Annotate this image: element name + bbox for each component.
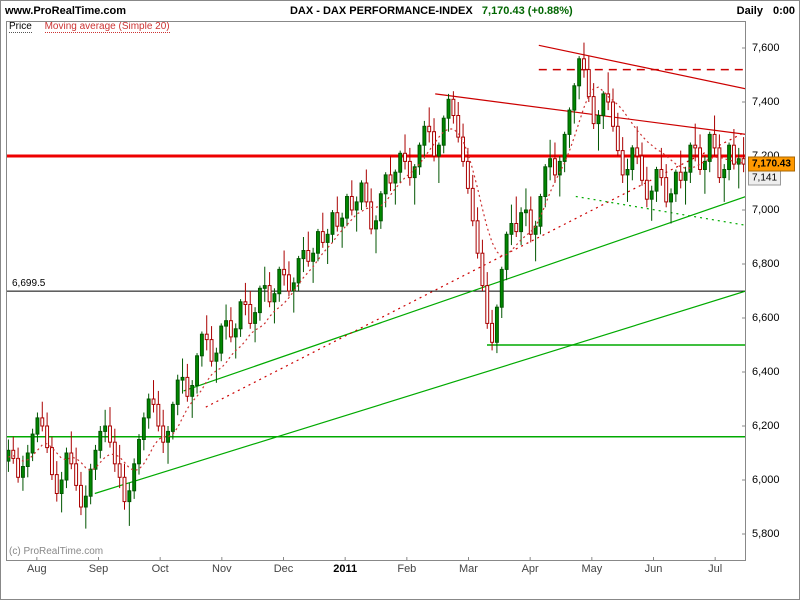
instrument-title: DAX - DAX PERFORMANCE-INDEX 7,170.43 (+0… <box>136 5 727 17</box>
x-tick-label: Dec <box>274 563 294 575</box>
x-tick-label: Apr <box>522 563 539 575</box>
chart-window: www.ProRealTime.com DAX - DAX PERFORMANC… <box>0 0 800 600</box>
y-axis: 5,8006,0006,2006,4006,6006,8007,0007,200… <box>746 21 798 561</box>
x-tick-label: Aug <box>27 563 47 575</box>
y-tick-label: 7,600 <box>752 42 780 54</box>
price-marker-last: 7,170.43 <box>748 156 795 171</box>
x-axis: Aug Sep Oct Nov Dec 2011 Feb Mar Apr May Jun Jul <box>6 561 746 581</box>
price-chart[interactable] <box>6 21 746 561</box>
change-pct: (+0.88%) <box>528 5 573 17</box>
x-tick-label: Jul <box>708 563 722 575</box>
x-tick-label: Sep <box>89 563 109 575</box>
x-tick-label: Mar <box>459 563 478 575</box>
x-tick-label: May <box>581 563 602 575</box>
copyright: (c) ProRealTime.com <box>9 546 103 557</box>
last-price: 7,170.43 <box>482 5 525 17</box>
chart-header: www.ProRealTime.com DAX - DAX PERFORMANC… <box>5 3 795 19</box>
time-label: 0:00 <box>773 5 795 17</box>
y-tick-label: 6,400 <box>752 366 780 378</box>
y-tick-label: 6,600 <box>752 312 780 324</box>
x-tick-label: Feb <box>397 563 416 575</box>
x-tick-label: Nov <box>212 563 232 575</box>
y-tick-label: 6,800 <box>752 258 780 270</box>
hline-label: 6,699.5 <box>10 278 47 289</box>
x-tick-label: 2011 <box>333 563 357 575</box>
x-tick-label: Jun <box>645 563 663 575</box>
price-marker-prev: 7,141 <box>748 170 781 185</box>
y-tick-label: 5,800 <box>752 528 780 540</box>
y-tick-label: 7,400 <box>752 96 780 108</box>
site-label: www.ProRealTime.com <box>5 5 126 17</box>
y-tick-label: 6,000 <box>752 474 780 486</box>
y-tick-label: 6,200 <box>752 420 780 432</box>
y-tick-label: 7,000 <box>752 204 780 216</box>
interval-label: Daily <box>737 5 763 17</box>
x-tick-label: Oct <box>152 563 169 575</box>
